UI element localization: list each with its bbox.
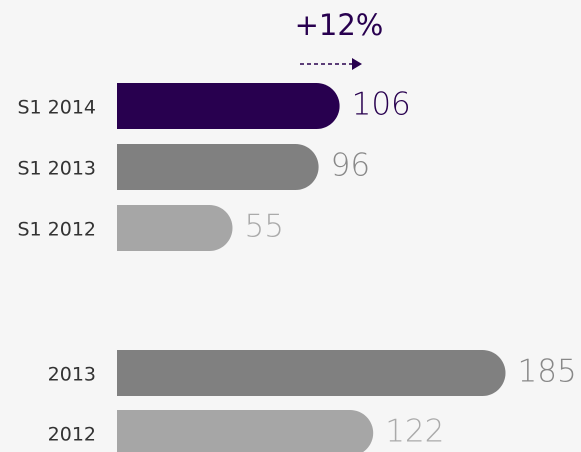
value-label: 106 [352, 87, 411, 123]
value-label: 55 [245, 209, 284, 245]
bar [117, 350, 506, 396]
value-label: 122 [385, 414, 444, 450]
x-tick-label: 2013 [48, 364, 96, 386]
x-tick-label: 2012 [48, 424, 96, 446]
annotation: +12% [295, 8, 384, 42]
value-label: 96 [331, 148, 370, 184]
bar [117, 410, 374, 452]
x-tick-label: S1 2012 [17, 219, 96, 241]
arrow-head [352, 58, 362, 70]
bar [117, 144, 319, 190]
bar [117, 205, 233, 251]
bar [117, 83, 340, 129]
x-tick-label: S1 2014 [17, 97, 96, 119]
x-tick-label: S1 2013 [17, 158, 96, 180]
value-label: 185 [518, 354, 577, 390]
